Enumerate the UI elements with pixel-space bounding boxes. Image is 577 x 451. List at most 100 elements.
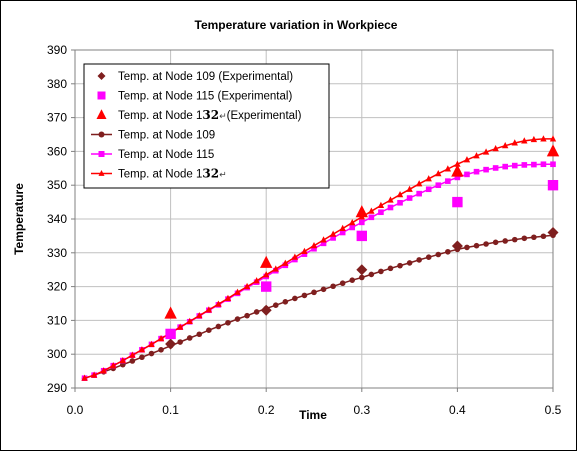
legend-label-prefix: Temp. at Node 115 — [118, 149, 214, 161]
data-point — [454, 174, 461, 181]
data-point — [148, 350, 155, 357]
legend: Temp. at Node 109 (Experimental)Temp. at… — [83, 63, 330, 189]
data-point — [531, 234, 537, 241]
data-point — [502, 163, 508, 170]
chart-title: Temperature variation in Workpiece — [195, 18, 398, 32]
x-tick-label: 0.5 — [545, 403, 562, 417]
data-point — [425, 175, 432, 182]
legend-label-prefix: Temp. at Node 1 — [118, 169, 202, 181]
y-tick-label: 350 — [47, 178, 67, 192]
data-point — [356, 230, 367, 242]
data-point — [196, 331, 203, 338]
data-point — [282, 299, 289, 305]
y-tick-label: 320 — [47, 280, 67, 294]
data-point — [549, 135, 557, 142]
legend-label: Temp. at Node 132↵ — [118, 167, 227, 181]
data-point — [224, 294, 232, 301]
y-tick-label: 390 — [47, 43, 67, 57]
legend-label: Temp. at Node 132↵(Experimental) — [118, 108, 302, 122]
legend-marker — [97, 91, 106, 100]
return-mark-icon: ↵ — [219, 112, 227, 122]
data-point — [320, 240, 327, 247]
data-point — [416, 257, 422, 263]
data-point — [356, 264, 368, 276]
data-point — [547, 180, 559, 191]
data-point — [425, 186, 432, 193]
legend-entry: Temp. at Node 109 — [91, 130, 215, 142]
data-point — [330, 283, 336, 290]
data-point — [435, 170, 442, 177]
data-point — [511, 139, 518, 146]
legend-label: Temp. at Node 109 — [118, 130, 215, 142]
data-point — [148, 340, 155, 347]
data-point — [301, 251, 308, 257]
data-point — [320, 286, 327, 293]
data-point — [368, 207, 375, 214]
data-point — [444, 165, 452, 172]
data-point — [473, 242, 480, 249]
data-point — [406, 185, 413, 192]
legend-label-suffix: (Experimental) — [227, 110, 302, 122]
return-mark-icon: ↵ — [219, 171, 227, 181]
legend-marker — [96, 109, 107, 119]
data-point — [205, 306, 213, 313]
data-point — [531, 161, 537, 168]
data-point — [521, 235, 528, 242]
data-point — [492, 145, 499, 152]
legend-label: Temp. at Node 115 — [118, 149, 214, 161]
data-point — [483, 241, 489, 247]
y-tick-label: 360 — [47, 144, 67, 158]
data-point — [186, 335, 193, 341]
data-point — [463, 156, 471, 163]
data-point — [521, 137, 528, 144]
data-point — [464, 244, 470, 251]
legend-label-bold: 32 — [202, 108, 219, 122]
y-tick-label: 380 — [47, 77, 67, 91]
y-tick-label: 310 — [47, 313, 67, 327]
data-point — [339, 280, 346, 287]
data-point — [378, 268, 384, 275]
data-point — [215, 300, 222, 307]
data-point — [511, 162, 518, 169]
data-point — [215, 323, 222, 330]
y-tick-label: 300 — [47, 347, 67, 361]
data-point — [359, 219, 365, 226]
data-point — [311, 245, 317, 252]
data-point — [406, 195, 413, 201]
data-point — [176, 323, 184, 330]
data-point — [464, 171, 470, 178]
data-point — [435, 251, 442, 258]
data-point — [119, 356, 126, 364]
data-point — [355, 205, 368, 218]
series-6 — [81, 135, 557, 381]
data-point — [261, 281, 272, 292]
x-tick-label: 0.0 — [67, 403, 84, 417]
legend-label: Temp. at Node 115 (Experimental) — [118, 91, 292, 103]
legend-label: Temp. at Node 109 (Experimental) — [118, 71, 293, 83]
data-point — [253, 309, 260, 315]
legend-entry: Temp. at Node 132↵ — [91, 167, 227, 181]
data-point — [435, 182, 442, 188]
data-point — [396, 190, 404, 198]
legend-label-prefix: Temp. at Node 109 — [118, 130, 215, 142]
data-point — [387, 204, 394, 211]
data-point — [244, 312, 250, 319]
legend-entry: Temp. at Node 115 (Experimental) — [97, 91, 292, 103]
data-point — [406, 260, 413, 266]
data-point — [272, 302, 279, 308]
data-point — [234, 316, 241, 322]
data-point — [81, 374, 88, 381]
data-point — [359, 274, 365, 281]
legend-box — [83, 63, 330, 189]
data-point — [196, 311, 203, 319]
data-point — [158, 347, 164, 353]
data-point — [387, 265, 394, 272]
data-point — [311, 289, 317, 296]
data-point — [445, 178, 451, 184]
data-point — [550, 161, 556, 168]
legend-marker — [98, 131, 105, 138]
legend-label-prefix: Temp. at Node 109 (Experimental) — [118, 71, 293, 83]
data-point — [547, 227, 559, 239]
data-point — [110, 362, 117, 369]
